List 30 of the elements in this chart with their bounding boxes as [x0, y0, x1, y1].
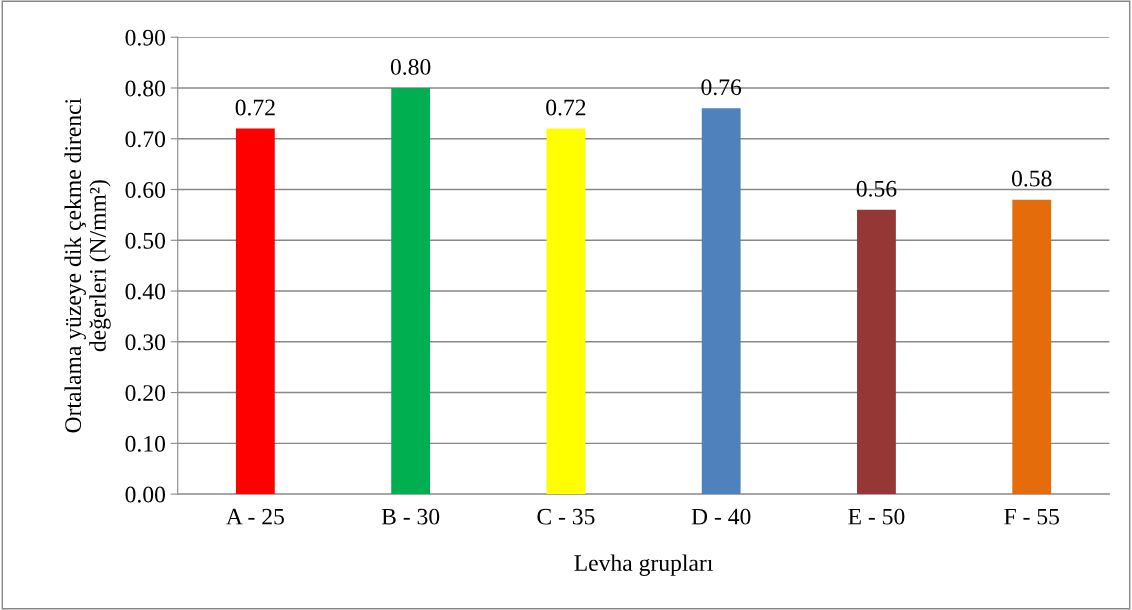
y-tick-label: 0.60: [125, 182, 166, 199]
data-label: 0.76: [701, 79, 742, 96]
y-tick-label: 0.30: [125, 334, 166, 351]
x-tick-label: E - 50: [848, 508, 905, 525]
bar: [1012, 199, 1052, 495]
bar: [235, 128, 275, 495]
x-tick-label: C - 35: [537, 508, 595, 525]
data-label: 0.58: [1011, 170, 1052, 187]
bar: [546, 128, 586, 495]
y-tick-label: 0.10: [125, 435, 166, 452]
data-label: 0.56: [856, 180, 897, 197]
x-tick-label: F - 55: [1004, 508, 1060, 525]
y-tick-label: 0.90: [125, 29, 166, 46]
bar: [701, 108, 741, 495]
x-axis-title: Levha grupları: [574, 554, 713, 576]
x-tick-label: B - 30: [381, 508, 440, 525]
bar: [857, 209, 896, 495]
y-tick-label: 0.50: [125, 232, 166, 249]
data-label: 0.72: [546, 99, 586, 116]
data-label: 0.80: [390, 58, 431, 75]
y-tick-label: 0.80: [125, 80, 166, 97]
y-tick-label: 0.20: [125, 385, 166, 402]
bar: [391, 87, 431, 495]
x-tick-label: A - 25: [226, 508, 284, 525]
x-tick-label: D - 40: [691, 508, 751, 525]
y-axis-title: Ortalama yüzeye dik çekme direnci değerleri (N/mm²): [64, 98, 111, 433]
y-tick-label: 0.70: [125, 131, 166, 148]
y-tick-label: 0.00: [125, 486, 166, 503]
y-tick-label: 0.40: [125, 283, 166, 300]
data-label: 0.72: [235, 99, 275, 116]
